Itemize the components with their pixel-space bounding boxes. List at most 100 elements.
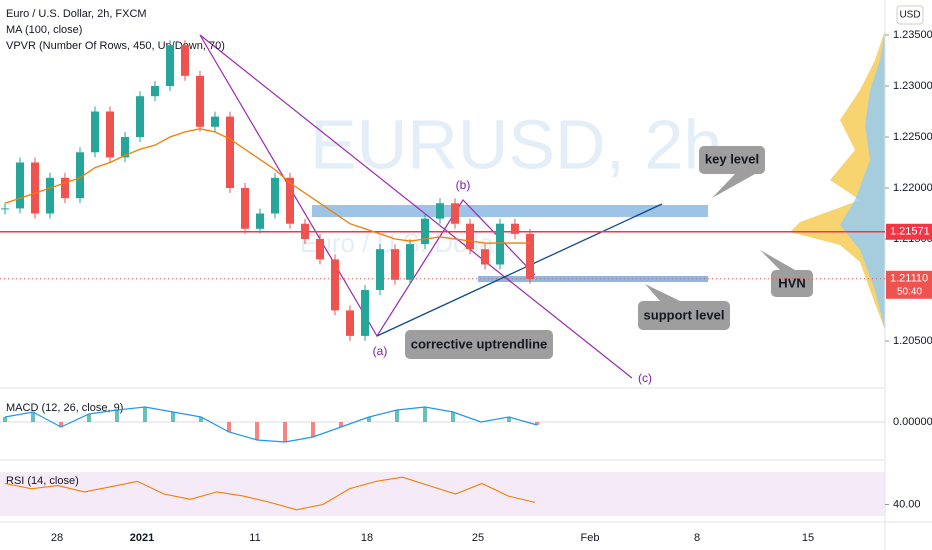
- candle: [421, 218, 429, 245]
- callout: [405, 330, 553, 359]
- macd-bar: [507, 417, 511, 422]
- candle: [196, 75, 204, 127]
- price-label-bg: [886, 223, 932, 240]
- time-label: 15: [802, 532, 814, 544]
- uptrend-line: [376, 203, 663, 337]
- macd-bar: [171, 412, 175, 422]
- candle: [526, 233, 534, 279]
- indicator-label: MA (100, close): [6, 24, 82, 36]
- callout-tail: [645, 284, 680, 301]
- watermark: EURUSD, 2h: [310, 105, 722, 183]
- macd-bar: [227, 422, 231, 432]
- price-tick-label: 1.22000: [893, 182, 932, 194]
- macd-bar: [283, 422, 287, 442]
- macd-bar: [339, 422, 343, 427]
- price-tick-label: 1.20500: [893, 335, 932, 347]
- rsi-line: [4, 476, 536, 511]
- candle: [271, 177, 279, 214]
- candle: [46, 177, 54, 214]
- price-tick-label: 1.22500: [893, 131, 932, 143]
- candle: [361, 290, 369, 336]
- volume-profile-blue: [840, 30, 885, 330]
- callout-tail: [760, 250, 795, 270]
- time-label: 28: [51, 532, 63, 544]
- macd-bar: [3, 417, 7, 422]
- time-label: Feb: [581, 532, 600, 544]
- candle: [256, 213, 264, 229]
- candle: [136, 96, 144, 137]
- callout: [771, 270, 813, 297]
- candle: [151, 86, 159, 97]
- candle: [376, 249, 384, 290]
- volume-profile: [790, 30, 885, 330]
- macd-bar: [395, 410, 399, 422]
- time-label: 18: [361, 532, 373, 544]
- macd-line: [4, 406, 538, 443]
- price-label-bg: [886, 270, 932, 299]
- annotation: support level: [644, 307, 725, 322]
- wave-line: [199, 34, 633, 379]
- candle: [181, 45, 189, 76]
- candle: [451, 203, 459, 224]
- time-label: 25: [472, 532, 484, 544]
- macd-bar: [115, 410, 119, 422]
- price-label: 1.21110: [890, 273, 928, 285]
- annotation: corrective uptrendline: [411, 336, 548, 351]
- price-label: 1.21571: [890, 226, 930, 238]
- candle: [241, 188, 249, 229]
- candle: [211, 116, 219, 127]
- candle: [76, 152, 84, 199]
- key-level-zone: [312, 205, 708, 217]
- macd-bar: [59, 422, 63, 427]
- macd-bar: [535, 422, 539, 425]
- callout: [699, 146, 765, 174]
- candle: [16, 162, 24, 209]
- macd-bar: [311, 422, 315, 437]
- candle: [316, 239, 324, 260]
- wave-label: (a): [373, 344, 388, 358]
- rsi-title: RSI (14, close): [6, 475, 79, 487]
- rsi-band: [0, 472, 885, 516]
- macd-bar: [423, 407, 427, 422]
- candle: [436, 203, 444, 219]
- candle: [61, 177, 69, 199]
- macd-bar: [143, 407, 147, 422]
- currency-button[interactable]: [896, 5, 924, 25]
- candle: [391, 249, 399, 280]
- macd-bar: [199, 417, 203, 422]
- macd-bar: [451, 412, 455, 422]
- candle: [496, 223, 504, 265]
- macd-title: MACD (12, 26, close, 9): [6, 402, 123, 414]
- macd-tick-label: 0.00000: [893, 416, 932, 428]
- countdown: 50:40: [897, 286, 922, 297]
- macd-bar: [367, 417, 371, 422]
- price-tick-label: 1.23500: [893, 29, 932, 41]
- candle: [91, 111, 99, 153]
- callout: [638, 301, 730, 330]
- currency[interactable]: USD: [899, 10, 920, 21]
- candle: [511, 223, 519, 234]
- candle: [31, 162, 39, 214]
- wave-label: (b): [456, 178, 471, 192]
- symbol-title: Euro / U.S. Dollar, 2h, FXCM: [6, 8, 147, 20]
- candle: [301, 223, 309, 239]
- annotation: HVN: [778, 275, 805, 290]
- candle: [346, 310, 354, 336]
- ma-line: [4, 128, 530, 244]
- candle: [406, 244, 414, 280]
- indicator-label: VPVR (Number Of Rows, 450, Up/Down, 70): [6, 40, 225, 52]
- candle: [121, 137, 129, 158]
- candle: [106, 111, 114, 158]
- candle: [226, 116, 234, 188]
- annotation: key level: [705, 151, 759, 166]
- candle: [286, 177, 294, 224]
- macd-bar: [31, 412, 35, 422]
- time-label: 2021: [130, 532, 154, 544]
- time-label: 11: [249, 532, 260, 544]
- candle: [1, 208, 9, 210]
- rsi-tick-label: 40.00: [893, 498, 921, 510]
- candle: [331, 259, 339, 311]
- price-tick-label: 1.23000: [893, 80, 932, 92]
- macd-bar: [87, 414, 91, 422]
